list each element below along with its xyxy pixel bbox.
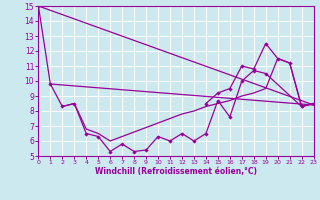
X-axis label: Windchill (Refroidissement éolien,°C): Windchill (Refroidissement éolien,°C) — [95, 167, 257, 176]
